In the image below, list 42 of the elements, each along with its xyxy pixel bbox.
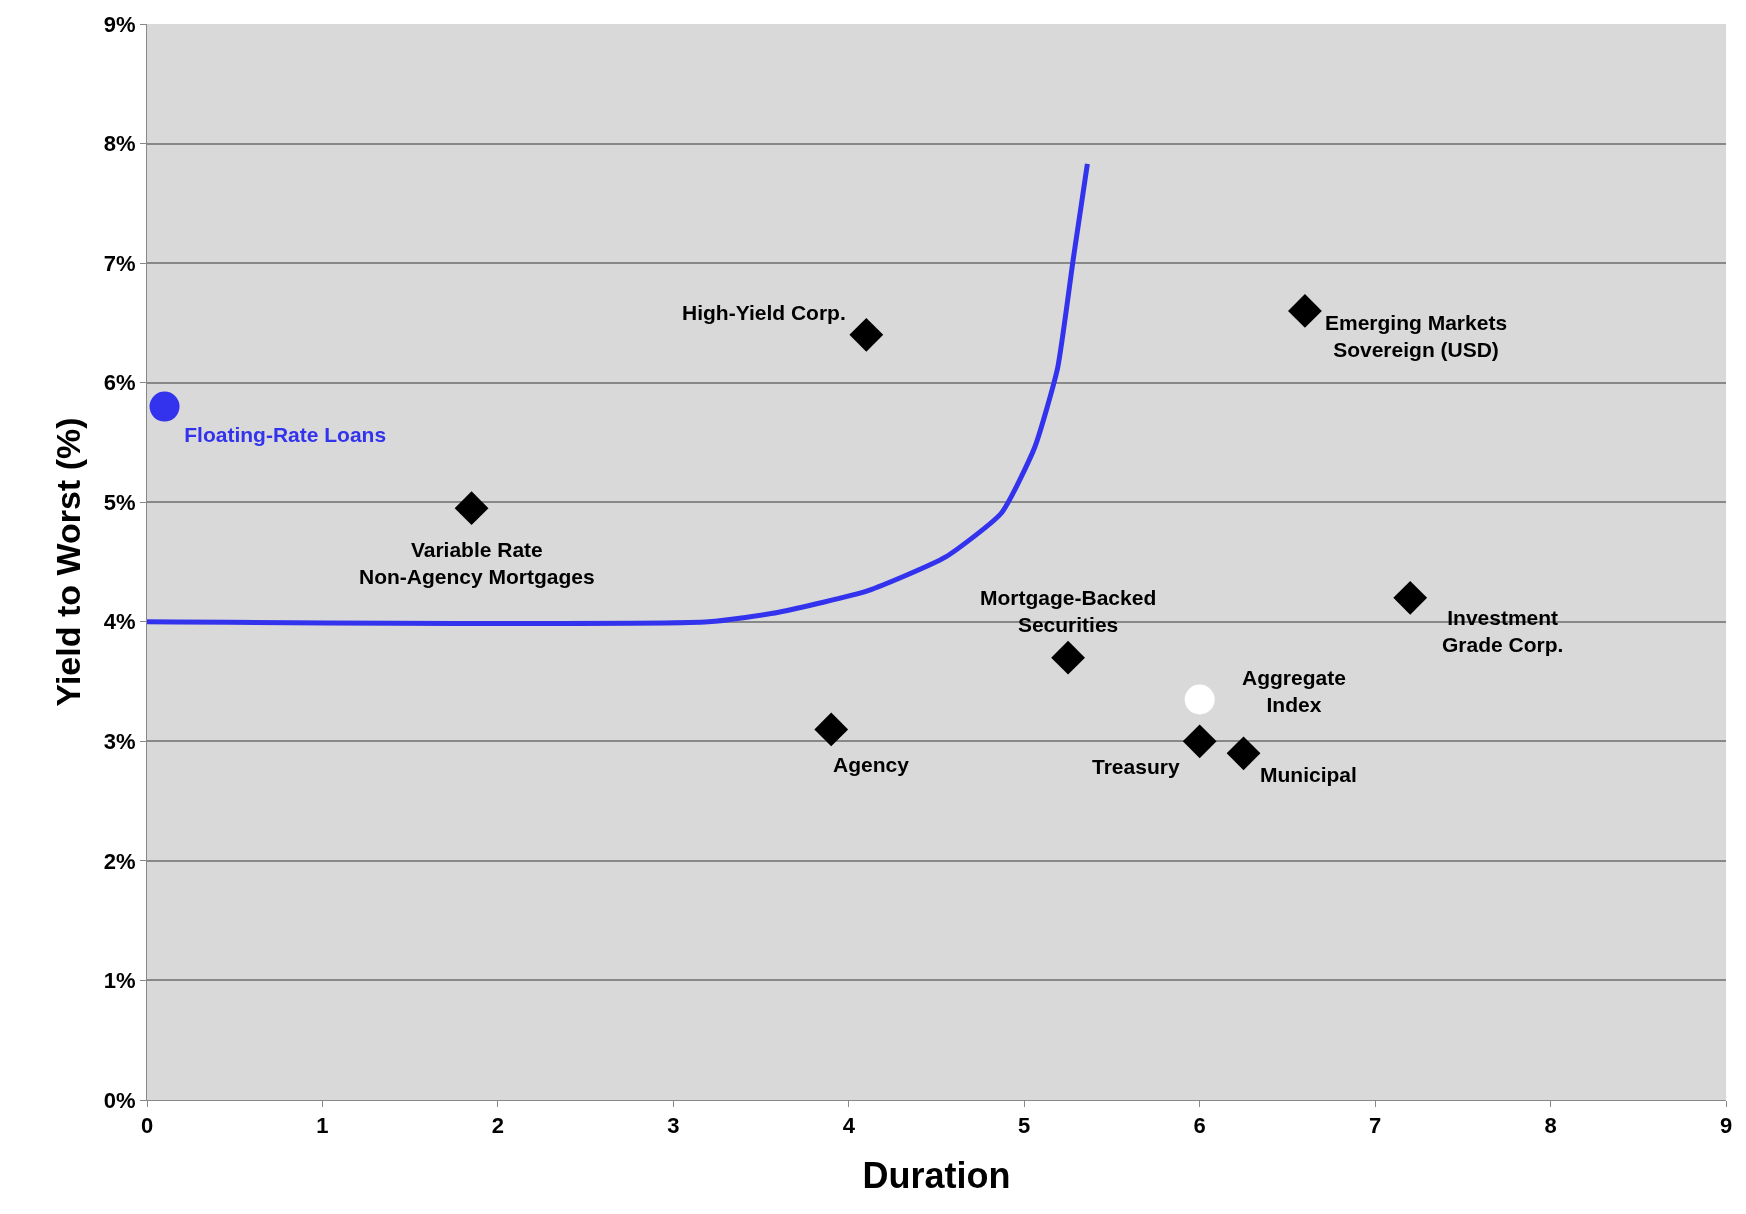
x-tick-label: 0 bbox=[140, 1113, 154, 1139]
y-tick-label: 8% bbox=[103, 131, 136, 157]
annotation: Variable Rate Non-Agency Mortgages bbox=[359, 538, 595, 589]
y-tick-label: 6% bbox=[103, 370, 136, 396]
annotation: Municipal bbox=[1260, 763, 1357, 786]
annotation: Aggregate Index bbox=[1242, 666, 1346, 717]
y-axis-title: Yield to Worst (%) bbox=[49, 417, 88, 707]
y-tick-label: 4% bbox=[103, 609, 136, 635]
point bbox=[1288, 294, 1322, 328]
x-tick-label: 2 bbox=[491, 1113, 505, 1139]
y-tick-label: 7% bbox=[103, 250, 136, 276]
x-tick-label: 8 bbox=[1544, 1113, 1557, 1139]
point bbox=[1184, 684, 1215, 715]
annotation: Treasury bbox=[1092, 755, 1180, 778]
x-tick-label: 6 bbox=[1193, 1113, 1206, 1139]
series-label: Floating-Rate Loans bbox=[184, 423, 387, 447]
point bbox=[1393, 580, 1428, 615]
point bbox=[454, 491, 489, 526]
y-tick-label: 9% bbox=[103, 11, 136, 37]
x-tick-label: 9 bbox=[1719, 1113, 1733, 1139]
annotation: Mortgage-Backed Securities bbox=[980, 586, 1157, 637]
annotation: Emerging Markets Sovereign (USD) bbox=[1325, 311, 1508, 362]
y-tick-label: 1% bbox=[103, 968, 136, 994]
y-tick-label: 2% bbox=[103, 848, 136, 874]
annotation: Agency bbox=[833, 753, 910, 776]
y-tick-label: 5% bbox=[103, 489, 136, 515]
x-tick-label: 7 bbox=[1368, 1113, 1382, 1139]
y-tick-label: 0% bbox=[103, 1087, 136, 1113]
point bbox=[1226, 736, 1261, 771]
point bbox=[814, 712, 849, 747]
point bbox=[1051, 640, 1085, 675]
x-axis-title: Duration bbox=[862, 1155, 1011, 1197]
point bbox=[849, 317, 884, 352]
x-tick-label: 3 bbox=[667, 1113, 680, 1139]
annotation: Investment Grade Corp. bbox=[1442, 606, 1564, 657]
point bbox=[149, 391, 180, 422]
y-tick-label: 3% bbox=[103, 729, 136, 755]
x-tick-label: 1 bbox=[316, 1113, 329, 1139]
annotation: High-Yield Corp. bbox=[682, 301, 846, 324]
x-tick-label: 5 bbox=[1018, 1113, 1031, 1139]
x-tick-label: 4 bbox=[842, 1113, 856, 1139]
point bbox=[1182, 724, 1217, 759]
